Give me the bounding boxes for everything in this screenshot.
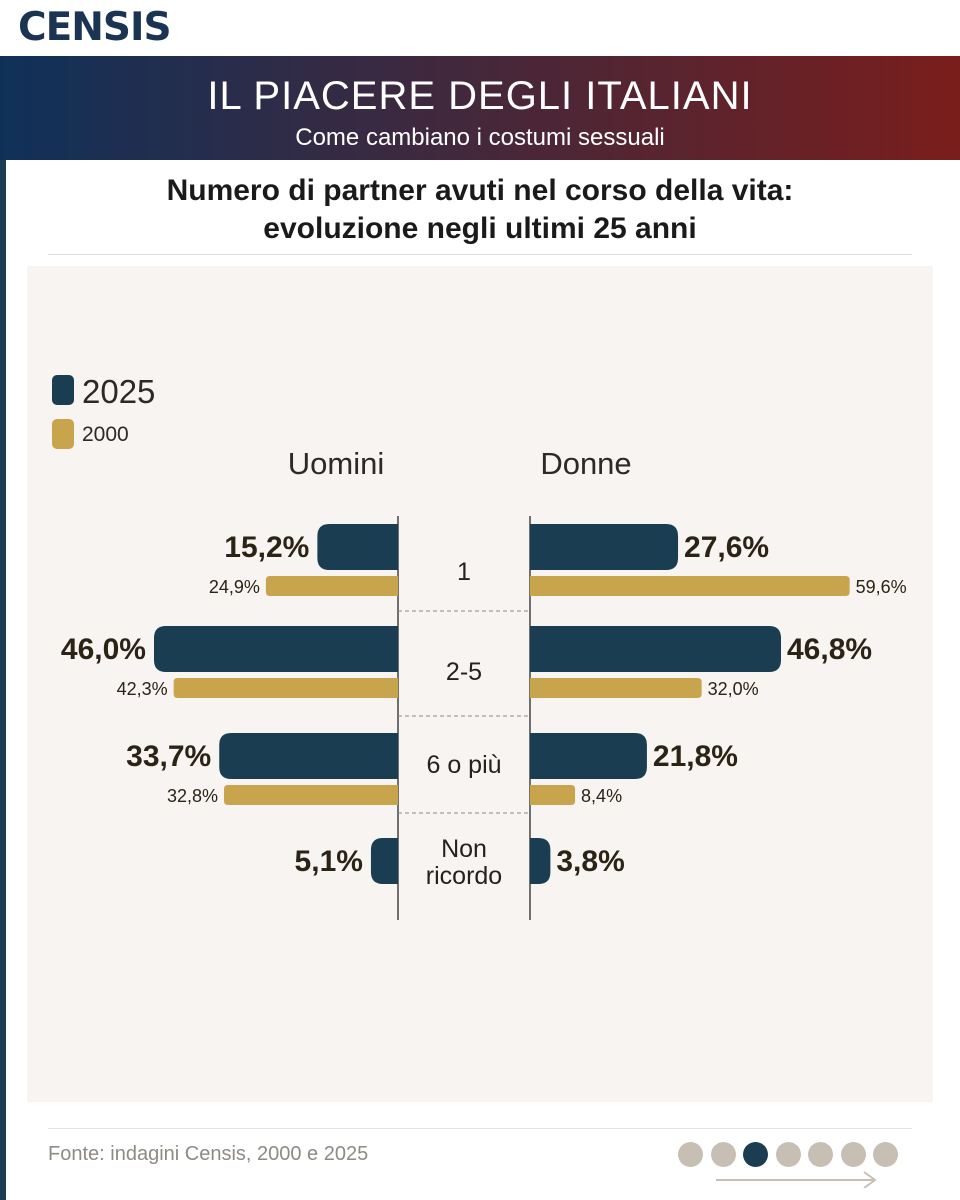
value-label-uomini-2000: 32,8% xyxy=(167,786,218,806)
value-label-donne-2000: 59,6% xyxy=(856,577,907,597)
bar-uomini-2000 xyxy=(224,785,398,805)
side-accent-rail xyxy=(0,160,6,1200)
bar-uomini-2000 xyxy=(173,678,398,698)
category-label: 2-5 xyxy=(446,658,482,686)
bar-donne-2025 xyxy=(530,524,679,570)
bar-uomini-2025 xyxy=(154,626,398,672)
pagination-dot[interactable] xyxy=(678,1142,703,1167)
group-label-uomini: Uomini xyxy=(288,446,384,481)
value-label-uomini-2025: 5,1% xyxy=(295,845,363,878)
chart-title-line-2: evoluzione negli ultimi 25 anni xyxy=(263,212,697,245)
category-label: 6 o più xyxy=(426,751,501,779)
value-label-uomini-2025: 15,2% xyxy=(224,531,309,564)
banner-subtitle: Come cambiano i costumi sessuali xyxy=(295,124,665,151)
footer-divider xyxy=(48,1128,912,1129)
bar-uomini-2025 xyxy=(370,838,398,884)
legend-swatch-2025 xyxy=(52,375,74,405)
title-divider xyxy=(48,254,912,255)
bar-donne-2000 xyxy=(530,785,576,805)
pagination-dot[interactable] xyxy=(840,1142,866,1167)
pagination-dot[interactable] xyxy=(710,1142,736,1167)
legend-label-2000: 2000 xyxy=(82,423,129,446)
value-label-uomini-2025: 33,7% xyxy=(126,740,211,773)
category-label: Non xyxy=(441,835,487,863)
chart-title-line-1: Numero di partner avuti nel corso della … xyxy=(166,174,794,207)
chart-title: Numero di partner avuti nel corso della … xyxy=(20,172,940,248)
bar-donne-2000 xyxy=(530,678,702,698)
legend-label-2025: 2025 xyxy=(82,373,155,410)
pagination-dot[interactable] xyxy=(775,1142,801,1167)
value-label-donne-2025: 46,8% xyxy=(787,633,872,666)
bar-uomini-2025 xyxy=(219,733,398,779)
bar-donne-2000 xyxy=(530,576,850,596)
bar-donne-2025 xyxy=(530,733,647,779)
header-banner: IL PIACERE DEGLI ITALIANI Come cambiano … xyxy=(0,56,960,160)
value-label-uomini-2025: 46,0% xyxy=(61,633,146,666)
next-arrow-icon[interactable] xyxy=(714,1168,880,1188)
value-label-donne-2000: 8,4% xyxy=(581,786,622,806)
banner-title: IL PIACERE DEGLI ITALIANI xyxy=(207,74,753,118)
pagination-dot[interactable] xyxy=(873,1142,898,1167)
value-label-uomini-2000: 24,9% xyxy=(209,577,260,597)
value-label-donne-2000: 32,0% xyxy=(708,679,759,699)
bar-uomini-2000 xyxy=(265,576,398,596)
pagination-dot[interactable] xyxy=(808,1142,833,1167)
category-label: 1 xyxy=(457,558,471,586)
value-label-donne-2025: 3,8% xyxy=(556,845,624,878)
group-label-donne: Donne xyxy=(540,446,631,481)
censis-logo: CENSIS xyxy=(18,5,172,50)
bar-uomini-2025 xyxy=(317,524,398,570)
bar-donne-2025 xyxy=(530,838,551,884)
bar-donne-2025 xyxy=(530,626,781,672)
pagination-dot-active[interactable] xyxy=(743,1142,768,1167)
value-label-donne-2025: 27,6% xyxy=(684,531,769,564)
value-label-uomini-2000: 42,3% xyxy=(117,679,168,699)
legend-swatch-2000 xyxy=(52,419,74,449)
category-label: ricordo xyxy=(426,862,502,890)
value-label-donne-2025: 21,8% xyxy=(653,740,738,773)
source-note: Fonte: indagini Censis, 2000 e 2025 xyxy=(48,1143,369,1165)
